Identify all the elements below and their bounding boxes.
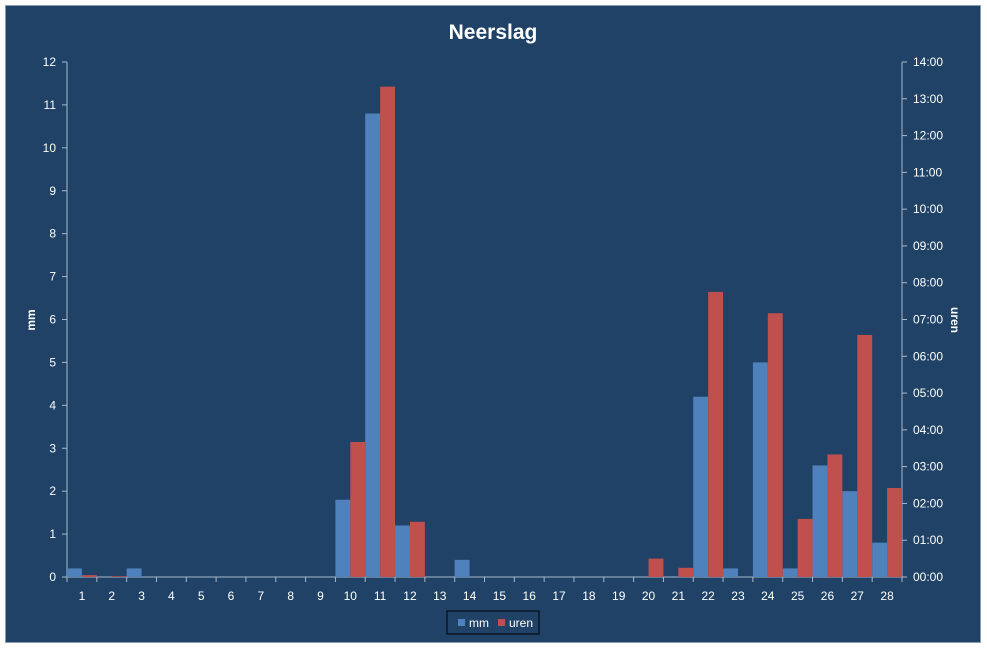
y-left-tick-label: 0	[49, 570, 56, 584]
y-left-tick-label: 7	[49, 270, 56, 284]
bar-uren-25	[797, 518, 813, 577]
y-left-tick-label: 11	[44, 98, 57, 112]
bar-mm-1	[67, 568, 82, 577]
legend: mm uren	[446, 610, 540, 635]
legend-box	[446, 610, 540, 635]
bar-mm-25	[782, 568, 798, 577]
bar-uren-11	[380, 86, 396, 578]
x-tick-label: 8	[287, 589, 294, 603]
bar-mm-26	[812, 465, 828, 577]
bar-uren-24	[767, 313, 783, 577]
y-right-tick-label: 14:00	[913, 55, 943, 69]
x-tick-label: 19	[612, 589, 626, 603]
y-right-tick-label: 11:00	[913, 165, 942, 179]
y-right-tick-label: 10:00	[913, 202, 943, 216]
x-tick-label: 1	[79, 589, 86, 603]
bar-mm-14	[454, 559, 470, 577]
bar-mm-27	[842, 491, 858, 577]
y-left-tick-label: 5	[49, 355, 56, 369]
bar-mm-28	[872, 542, 888, 577]
x-tick-label: 2	[108, 589, 115, 603]
y-right-tick-label: 12:00	[913, 129, 943, 143]
legend-label-mm: mm	[469, 616, 489, 630]
x-tick-label: 22	[701, 589, 715, 603]
y-right-tick-label: 00:00	[913, 570, 943, 584]
x-tick-label: 18	[582, 589, 596, 603]
bar-mm-11	[365, 113, 381, 577]
legend-swatch-mm	[458, 619, 465, 626]
chart-title: Neerslag	[449, 21, 538, 44]
bar-uren-1	[81, 575, 97, 577]
bar-uren-2	[111, 576, 127, 577]
y-right-tick-label: 05:00	[913, 386, 943, 400]
y-left-tick-label: 6	[49, 313, 56, 327]
y-right-tick-label: 03:00	[913, 460, 943, 474]
y-left-axis-title: mm	[24, 309, 38, 330]
x-tick-label: 20	[642, 589, 656, 603]
bar-uren-20	[648, 558, 664, 577]
y-right-tick-label: 02:00	[913, 496, 943, 510]
tick-labels: 012345678910111200:0001:0002:0003:0004:0…	[43, 55, 944, 603]
y-right-tick-label: 08:00	[913, 276, 943, 290]
bar-uren-26	[827, 454, 843, 577]
bars	[67, 86, 902, 578]
x-tick-label: 4	[168, 589, 175, 603]
y-right-tick-label: 06:00	[913, 349, 943, 363]
y-left-tick-label: 1	[49, 527, 56, 541]
x-tick-label: 15	[493, 589, 507, 603]
y-left-tick-label: 3	[49, 441, 56, 455]
chart-frame	[5, 5, 981, 643]
y-right-tick-label: 13:00	[913, 92, 943, 106]
y-right-axis-title: uren	[948, 307, 962, 333]
bar-uren-22	[708, 291, 724, 577]
bar-uren-28	[887, 487, 902, 577]
x-tick-label: 27	[851, 589, 865, 603]
y-left-tick-label: 12	[43, 55, 57, 69]
x-tick-label: 7	[257, 589, 264, 603]
bar-uren-27	[857, 334, 873, 577]
x-tick-label: 25	[791, 589, 805, 603]
bar-mm-23	[723, 568, 738, 577]
x-tick-label: 11	[374, 589, 387, 603]
bar-mm-10	[335, 499, 351, 577]
bar-mm-3	[126, 568, 142, 577]
legend-label-uren: uren	[509, 616, 533, 630]
x-tick-label: 10	[344, 589, 358, 603]
bar-uren-21	[678, 567, 694, 577]
bar-mm-22	[693, 396, 709, 577]
y-left-tick-label: 2	[49, 484, 56, 498]
y-right-tick-label: 01:00	[913, 533, 943, 547]
y-left-tick-label: 8	[49, 227, 56, 241]
x-tick-label: 26	[821, 589, 835, 603]
x-tick-label: 13	[433, 589, 447, 603]
y-left-tick-label: 10	[43, 141, 57, 155]
legend-swatch-uren	[498, 619, 505, 626]
x-tick-label: 14	[463, 589, 477, 603]
y-left-tick-label: 9	[49, 184, 56, 198]
x-tick-label: 6	[228, 589, 235, 603]
y-right-tick-label: 09:00	[913, 239, 943, 253]
x-tick-label: 3	[138, 589, 145, 603]
y-left-tick-label: 4	[49, 398, 56, 412]
bar-mm-24	[752, 362, 768, 577]
y-right-tick-label: 07:00	[913, 313, 943, 327]
bar-mm-12	[395, 525, 410, 577]
x-tick-label: 21	[672, 589, 686, 603]
x-tick-label: 16	[523, 589, 537, 603]
x-tick-label: 28	[880, 589, 894, 603]
x-tick-label: 9	[317, 589, 324, 603]
x-tick-label: 5	[198, 589, 205, 603]
x-tick-label: 24	[761, 589, 775, 603]
x-tick-label: 12	[403, 589, 417, 603]
bar-uren-12	[409, 521, 425, 577]
y-right-tick-label: 04:00	[913, 423, 943, 437]
bar-uren-10	[350, 442, 366, 577]
x-tick-label: 17	[552, 589, 566, 603]
x-tick-label: 23	[731, 589, 745, 603]
